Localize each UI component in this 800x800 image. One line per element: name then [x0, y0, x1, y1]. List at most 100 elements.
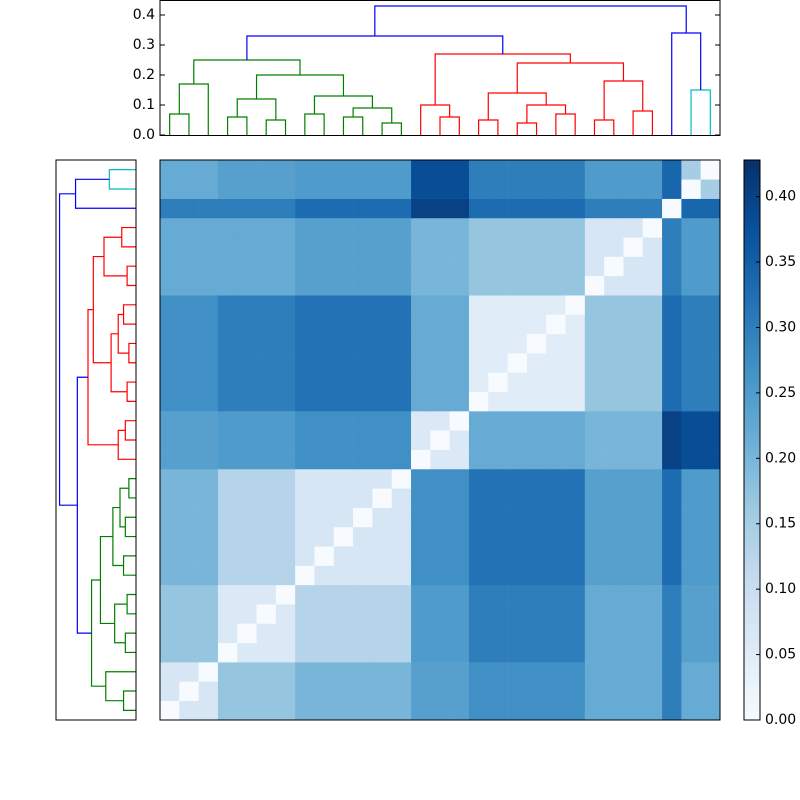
heatmap-cell — [237, 449, 257, 470]
heatmap-cell — [353, 430, 373, 450]
heatmap-cell — [353, 353, 373, 373]
heatmap-cell — [295, 295, 315, 315]
heatmap-cell — [275, 526, 296, 547]
heatmap-cell — [546, 237, 566, 257]
heatmap-cell — [468, 198, 489, 219]
heatmap-cell — [179, 642, 199, 663]
heatmap-cell — [623, 353, 644, 373]
heatmap-cell — [160, 662, 180, 682]
heatmap-cell — [333, 700, 354, 721]
heatmap-cell — [256, 604, 277, 624]
heatmap-cell — [642, 662, 663, 682]
heatmap-cell — [295, 179, 315, 199]
heatmap-cell — [256, 488, 277, 508]
heatmap-cell — [488, 353, 508, 373]
heatmap-cell — [372, 179, 393, 199]
dendrogram-link — [112, 506, 124, 567]
heatmap-cell — [681, 391, 701, 412]
heatmap-cell — [275, 217, 296, 238]
heatmap-cell — [314, 546, 335, 566]
heatmap-cell — [391, 681, 412, 701]
heatmap-cell — [217, 314, 238, 335]
heatmap-cell — [468, 681, 489, 701]
heatmap-cell — [507, 507, 528, 528]
heatmap-cell — [160, 391, 180, 412]
heatmap-cell — [430, 198, 450, 219]
heatmap-cell — [275, 198, 296, 219]
heatmap-cell — [217, 430, 238, 450]
heatmap-cell — [198, 217, 219, 238]
heatmap-cell — [256, 642, 277, 663]
heatmap-cell — [449, 391, 470, 412]
heatmap-cell — [314, 430, 335, 450]
heatmap-cell — [488, 430, 508, 450]
heatmap-cell — [372, 391, 393, 412]
heatmap-cell — [314, 275, 335, 296]
heatmap-cell — [623, 681, 644, 701]
heatmap-cell — [179, 507, 199, 528]
heatmap-cell — [642, 468, 663, 489]
heatmap-cell — [449, 430, 470, 450]
heatmap-cell — [604, 546, 624, 566]
heatmap-cell — [507, 198, 528, 219]
heatmap-cell — [333, 430, 354, 450]
heatmap-cell — [295, 642, 315, 663]
heatmap-cell — [430, 565, 450, 586]
heatmap-cell — [662, 662, 682, 682]
dendrogram-link — [439, 116, 460, 135]
heatmap-cell — [353, 623, 373, 644]
heatmap-cell — [198, 604, 219, 624]
dendrogram-link — [121, 226, 136, 248]
dendrogram-link — [381, 122, 402, 135]
heatmap-cell — [411, 604, 431, 624]
heatmap-cell — [565, 256, 586, 277]
heatmap-cell — [353, 256, 373, 277]
heatmap-cell — [526, 411, 547, 431]
colorbar-tick-label: 0.40 — [765, 189, 796, 205]
heatmap-cell — [237, 488, 257, 508]
heatmap-cell — [449, 160, 470, 180]
heatmap-cell — [546, 507, 566, 528]
heatmap-cell — [507, 662, 528, 682]
heatmap-cell — [391, 546, 412, 566]
heatmap-cell — [237, 507, 257, 528]
heatmap-cell — [681, 526, 701, 547]
heatmap-cell — [565, 430, 586, 450]
heatmap-cell — [507, 353, 528, 373]
heatmap-cell — [623, 700, 644, 721]
heatmap-cell — [237, 179, 257, 199]
heatmap-cell — [333, 372, 354, 393]
heatmap-cell — [198, 353, 219, 373]
heatmap-cell — [160, 604, 180, 624]
heatmap-cell — [179, 198, 199, 219]
dendrogram-link — [632, 110, 654, 135]
heatmap-cell — [411, 468, 431, 489]
heatmap-cell — [256, 237, 277, 257]
dendrogram-link — [92, 255, 112, 364]
heatmap-cell — [565, 700, 586, 721]
heatmap-cell — [333, 353, 354, 373]
dendrogram-link — [122, 690, 136, 711]
heatmap-cell — [449, 565, 470, 586]
heatmap-cell — [217, 160, 238, 180]
heatmap-cell — [372, 488, 393, 508]
heatmap-cell — [372, 507, 393, 528]
heatmap-cell — [353, 681, 373, 701]
heatmap-cell — [217, 237, 238, 257]
heatmap-cell — [700, 275, 721, 296]
heatmap-cell — [584, 546, 605, 566]
heatmap-cell — [526, 237, 547, 257]
heatmap-cell — [314, 295, 335, 315]
heatmap-cell — [700, 584, 721, 605]
heatmap-cell — [526, 546, 547, 566]
heatmap-cell — [256, 546, 277, 566]
heatmap-cell — [391, 700, 412, 721]
heatmap-cell — [430, 642, 450, 663]
heatmap-cell — [391, 237, 412, 257]
heatmap-cell — [449, 662, 470, 682]
heatmap-cell — [256, 179, 277, 199]
colorbar — [744, 160, 760, 720]
heatmap-cell — [584, 160, 605, 180]
heatmap-cell — [700, 468, 721, 489]
heatmap-cell — [237, 353, 257, 373]
